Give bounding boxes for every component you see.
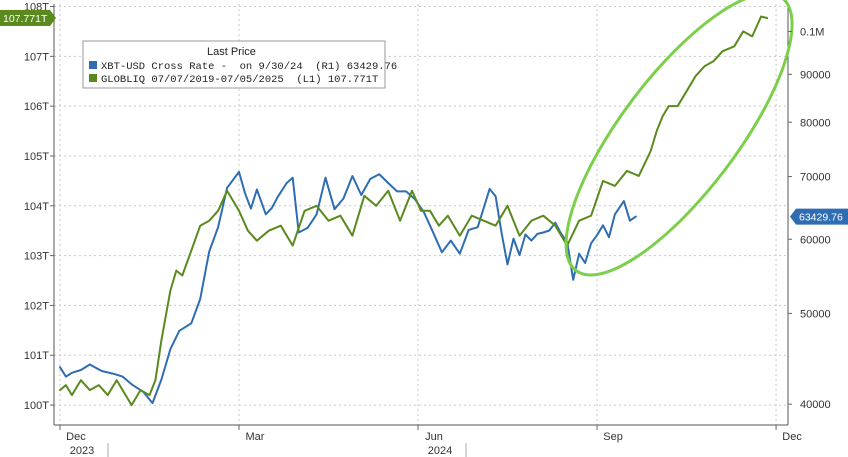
right-tick-label: 0.1M [800,27,824,39]
last-value-badge-xbt [796,208,848,225]
annotation-ellipse [564,0,794,277]
left-tick-label: 100T [24,400,49,412]
last-value-badge-globliq [0,9,50,26]
x-tick-label: Jun [425,431,443,443]
x-tick-label: Mar [246,431,265,443]
legend-box [82,40,386,89]
x-tick-label: Dec [66,431,86,443]
x-tick-year-label: 2023 [70,445,94,457]
series-layer [59,15,769,407]
left-tick-label: 102T [24,300,49,312]
x-axis: Dec 2023 Mar Jun 2024 Sep Dec [59,425,802,457]
right-axis: 40000 50000 60000 70000 80000 90000 0.1M [788,27,831,411]
right-tick-label: 80000 [800,117,831,129]
right-tick-label: 60000 [800,234,831,246]
right-tick-label: 70000 [800,172,831,184]
left-tick-label: 107T [24,51,49,63]
right-tick-label: 50000 [800,308,831,320]
left-tick-label: 106T [24,101,49,113]
x-tick-year-label: 2024 [428,445,452,457]
last-value-label-globliq: 107.771T [3,13,48,25]
last-value-badges: 107.771T 63429.76 [0,9,848,225]
last-value-label-xbt: 63429.76 [799,212,843,224]
badge-pointer-xbt [790,208,796,225]
legend: Last Price XBT-USD Cross Rate - on 9/30/… [82,40,397,89]
legend-swatch-globliq [89,74,97,82]
legend-entry-xbt: XBT-USD Cross Rate - on 9/30/24 (R1) 634… [101,61,397,73]
series-line-xbt [59,170,637,405]
left-tick-label: 105T [24,151,49,163]
left-tick-label: 101T [24,350,49,362]
annotation-layer [564,0,794,277]
left-tick-label: 103T [24,251,49,263]
series-line-globliq [59,15,769,407]
x-tick-label: Sep [603,431,623,443]
right-tick-label: 40000 [800,399,831,411]
legend-entry-globliq: GLOBLIQ 07/07/2019-07/05/2025 (L1) 107.7… [101,74,378,86]
badge-pointer-globliq [50,9,56,26]
x-tick-label: Dec [782,431,802,443]
left-tick-label: 104T [24,201,49,213]
right-tick-label: 90000 [800,69,831,81]
legend-swatch-xbt [89,61,97,69]
legend-title: Last Price [207,46,256,58]
